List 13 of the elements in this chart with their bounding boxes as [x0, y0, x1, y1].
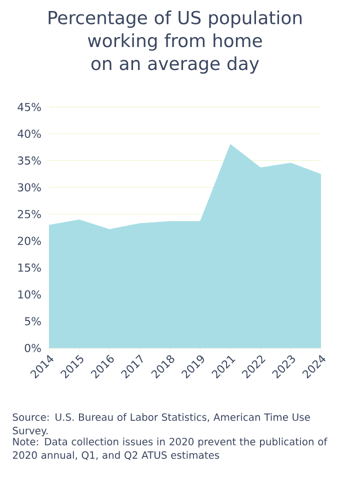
y-tick-label: 0%: [24, 344, 41, 352]
source-note: Source: U.S. Bureau of Labor Statistics, American Time Use Survey.: [12, 413, 310, 436]
y-tick-label: 25%: [18, 210, 41, 218]
y-tick-label: 45%: [18, 102, 41, 112]
y-tick-label: 35%: [18, 156, 41, 165]
y-tick-label: 20%: [18, 236, 41, 246]
y-tick-label: 40%: [18, 130, 41, 138]
y-tick-label: 15%: [18, 264, 41, 272]
chart-title: Percentage of US population working from home on an average day: [48, 10, 302, 74]
y-tick-label: 30%: [18, 183, 41, 192]
text: Note: Data collection issues in 2020 prevent the publication of 2020 annual, Q1, and Q2 ATUS estimates: [12, 438, 328, 460]
y-tick-label: 10%: [18, 290, 41, 299]
y-tick-label: 5%: [24, 317, 41, 326]
